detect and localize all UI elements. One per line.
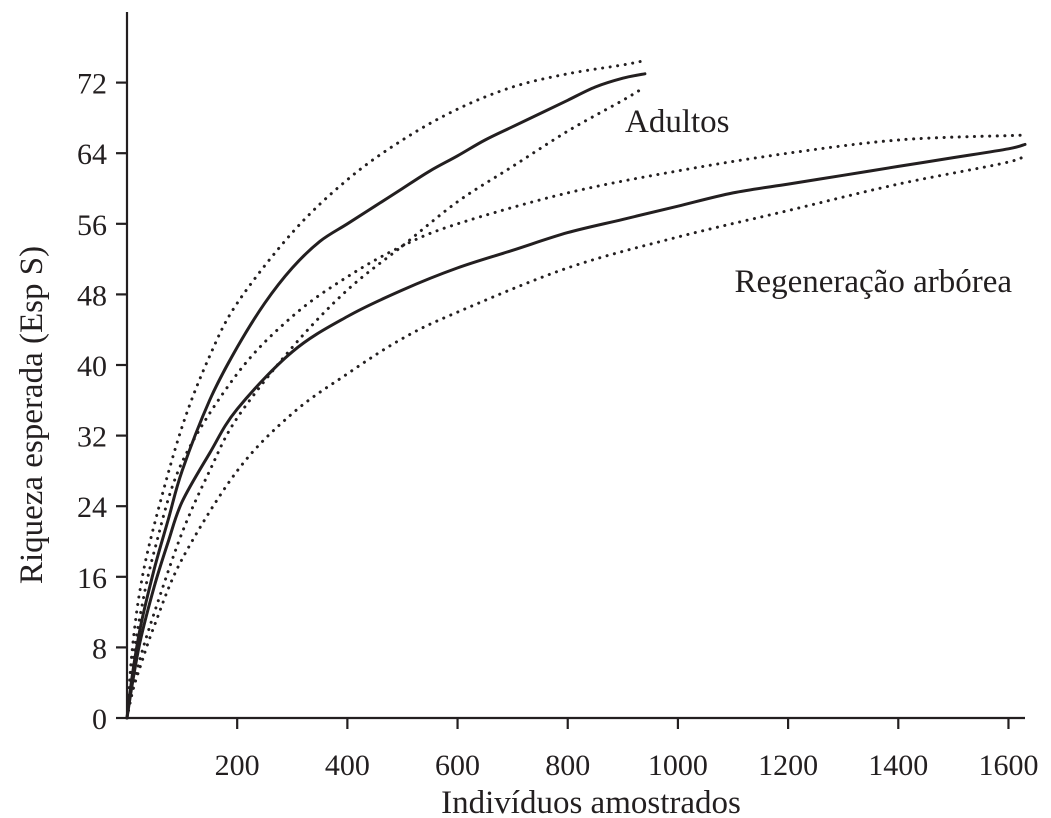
- x-tick-label-800: 800: [545, 749, 590, 782]
- x-tick-label-1200: 1200: [758, 749, 818, 782]
- x-axis-title: Indivíduos amostrados: [441, 785, 741, 818]
- y-tick-label-56: 56: [77, 209, 107, 242]
- x-tick-label-200: 200: [215, 749, 260, 782]
- y-tick-label-16: 16: [77, 562, 107, 595]
- x-ticks: 200 400 600 800 1000 1200 1400 1600: [215, 718, 1038, 782]
- y-tick-label-40: 40: [77, 350, 107, 383]
- y-axis-title: Riqueza esperada (Esp S): [14, 246, 50, 584]
- x-tick-label-400: 400: [325, 749, 370, 782]
- series-adultos-line: [125, 72, 647, 720]
- series-labels: Adultos Regeneração arbórea: [625, 104, 1012, 300]
- series-label-regeneracao-arborea: Regeneração arbórea: [734, 264, 1012, 300]
- curves: [125, 59, 1027, 720]
- series-regeneracao-arborea-line: [125, 142, 1027, 720]
- x-tick-label-600: 600: [435, 749, 480, 782]
- y-tick-label-64: 64: [77, 138, 107, 171]
- y-tick-label-32: 32: [77, 421, 107, 454]
- x-tick-label-1600: 1600: [978, 749, 1038, 782]
- y-tick-label-8: 8: [92, 632, 107, 665]
- series-regeneracao-arborea-ci-upper: [125, 133, 1027, 720]
- y-tick-label-24: 24: [77, 491, 107, 524]
- series-regeneracao-arborea-ci-lower: [125, 151, 1027, 720]
- x-tick-label-1400: 1400: [868, 749, 928, 782]
- series-label-adultos: Adultos: [625, 104, 730, 140]
- series-adultos-ci-lower: [125, 85, 647, 720]
- y-tick-label-48: 48: [77, 279, 107, 312]
- x-tick-label-1000: 1000: [648, 749, 708, 782]
- plot-area: 200 400 600 800 1000 1200 1400 1600 0 8 16 24 32 40 4…: [77, 12, 1038, 782]
- y-tick-label-0: 0: [92, 703, 107, 736]
- series-adultos-ci-upper: [125, 59, 647, 720]
- y-ticks: 0 8 16 24 32 40 48 56 64 72: [77, 68, 127, 736]
- y-tick-label-72: 72: [77, 68, 107, 101]
